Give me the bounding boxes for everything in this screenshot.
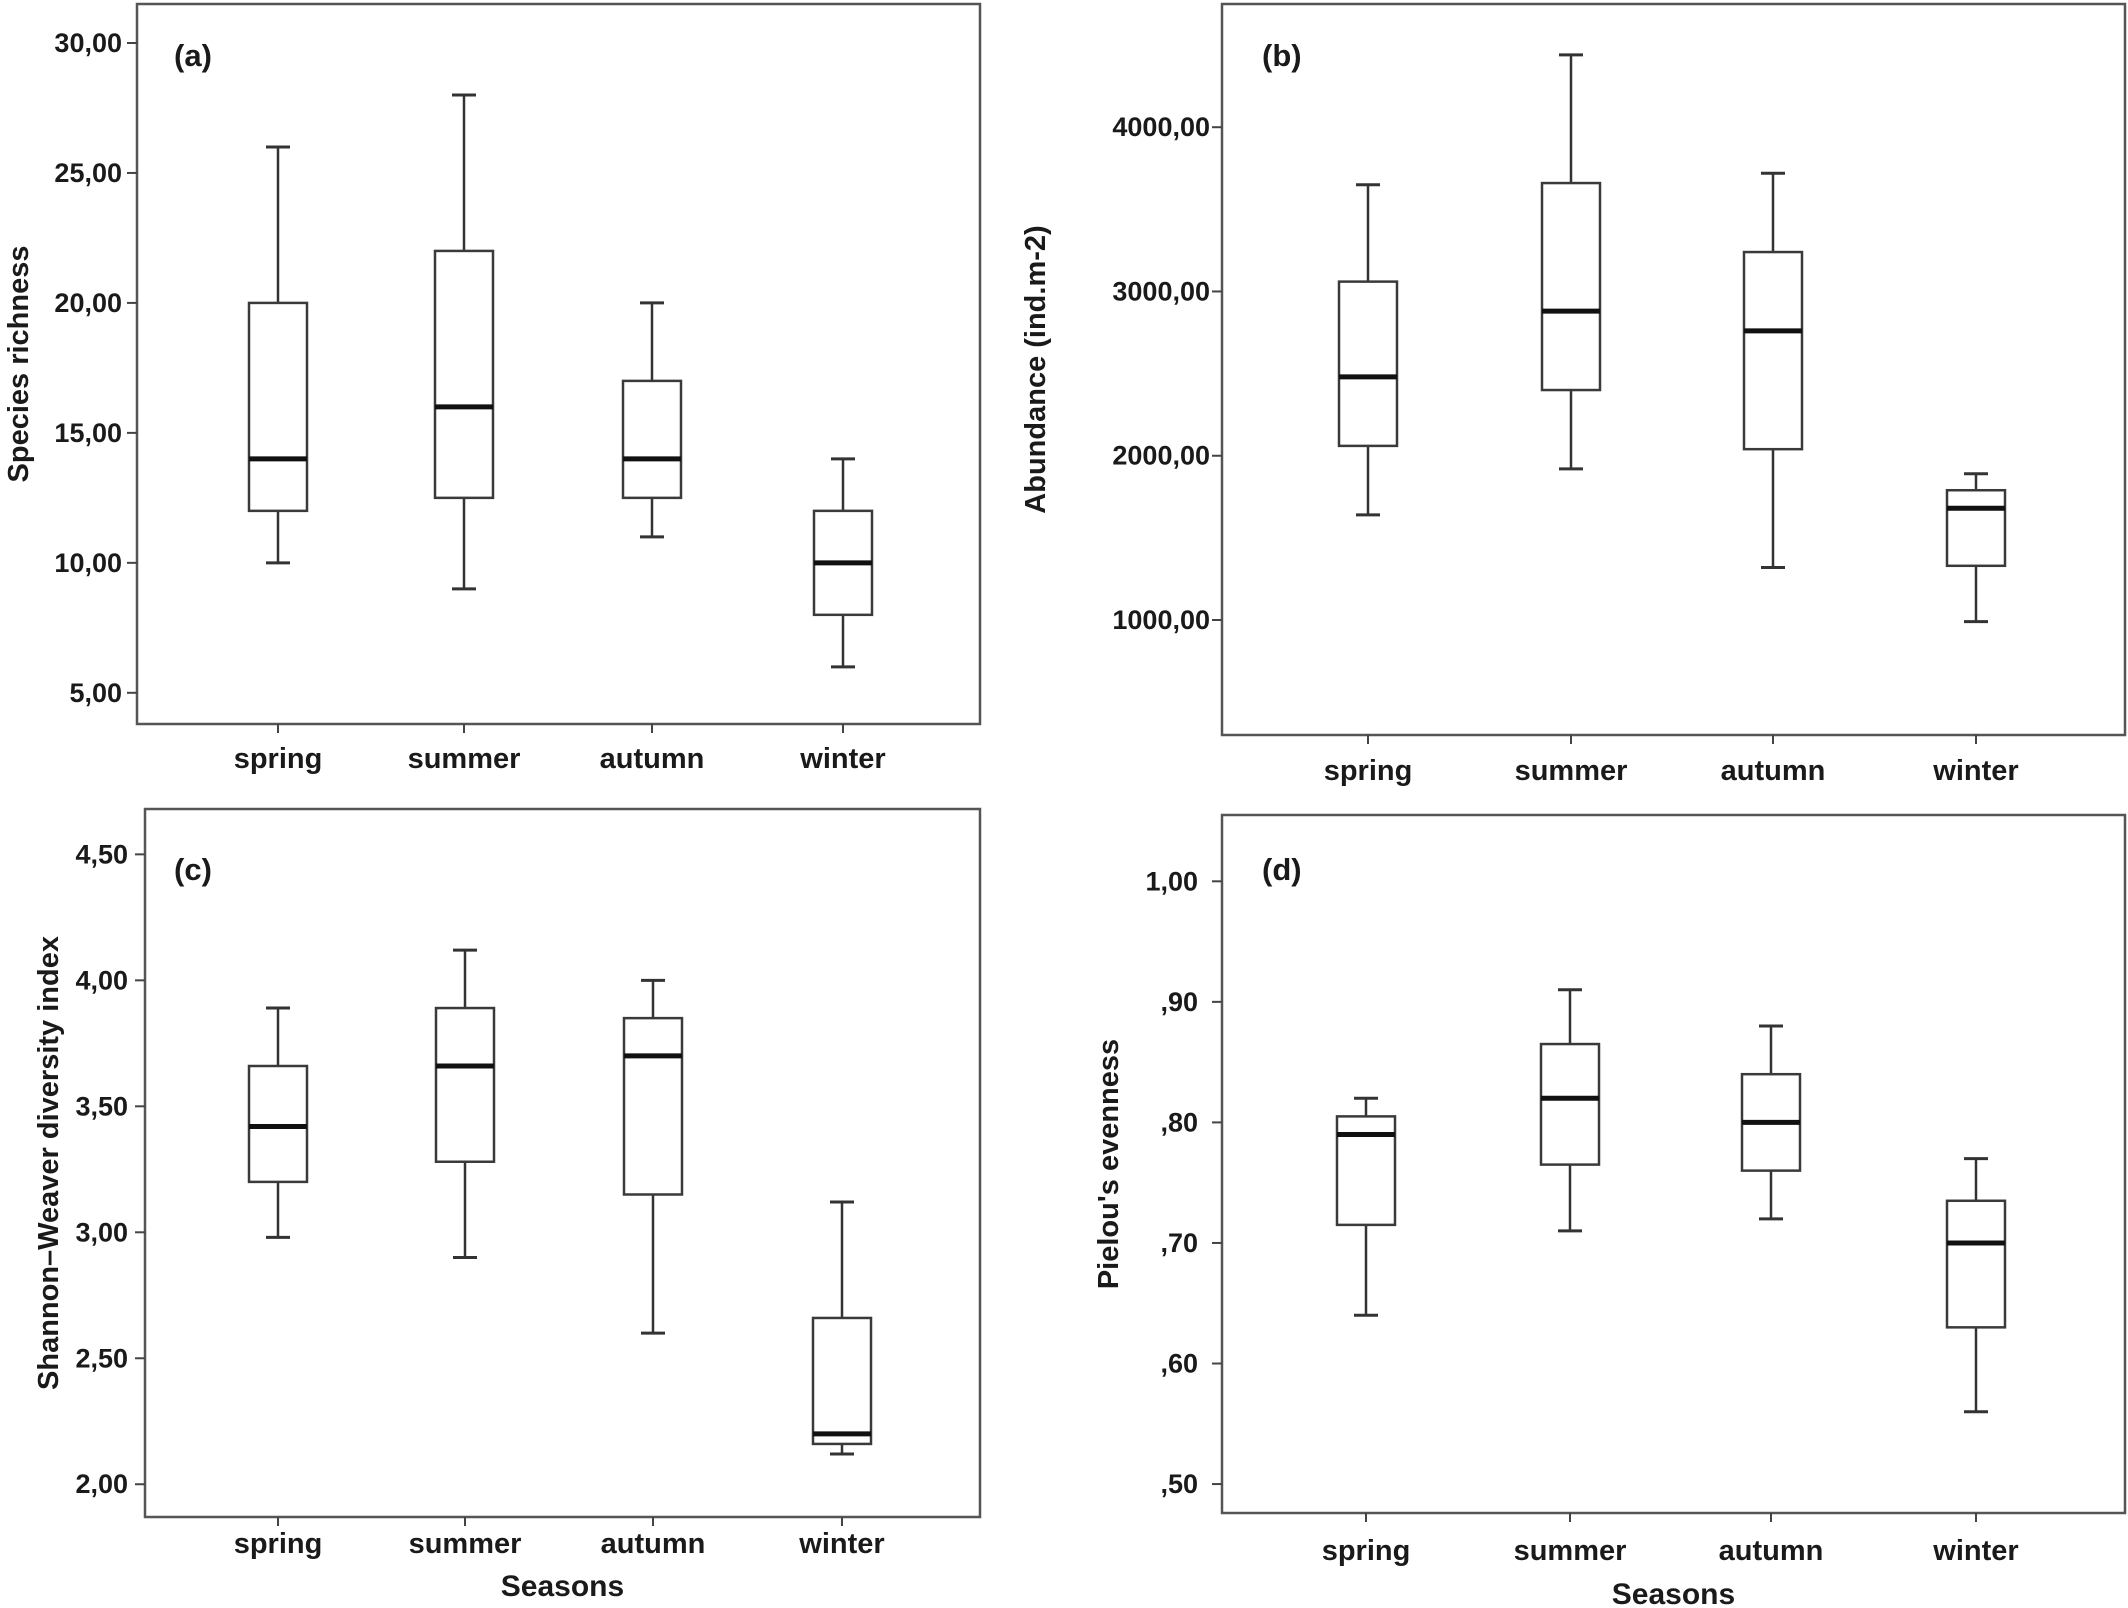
y-tick-label: ,50 bbox=[1160, 1469, 1198, 1499]
y-tick-label: ,60 bbox=[1160, 1349, 1198, 1379]
plot-frame bbox=[1220, 813, 2127, 1515]
y-tick-label: 30,00 bbox=[54, 28, 122, 58]
y-tick-label: 20,00 bbox=[54, 288, 122, 318]
y-axis-label: Pielou's evenness bbox=[1093, 1039, 1125, 1289]
plot-frame bbox=[1220, 2, 2127, 737]
y-axis-label: Shannon–Weaver diversity index bbox=[33, 936, 65, 1390]
iqr-box bbox=[1742, 250, 1804, 451]
box-spring bbox=[247, 145, 309, 565]
y-tick-label: ,90 bbox=[1160, 987, 1198, 1017]
y-tick-label: 25,00 bbox=[54, 158, 122, 188]
x-tick-label: winter bbox=[799, 743, 885, 775]
x-tick-label: spring bbox=[234, 1528, 323, 1560]
y-tick-label: 4,50 bbox=[75, 839, 128, 869]
iqr-box bbox=[622, 1016, 684, 1196]
y-axis-label: Species richness bbox=[3, 246, 35, 483]
y-tick-label: 10,00 bbox=[54, 548, 122, 578]
y-tick-label: 4000,00 bbox=[1112, 112, 1210, 142]
y-tick-label: 3,00 bbox=[75, 1217, 128, 1247]
iqr-box bbox=[1540, 181, 1602, 392]
panel-c: 2,00 2,50 3,00 3,50 4,00 4,50 spring summer autu… bbox=[33, 807, 982, 1603]
y-tick-label: 2,50 bbox=[75, 1343, 128, 1373]
box-autumn bbox=[1742, 171, 1804, 569]
iqr-box bbox=[1945, 488, 2007, 568]
y-tick-label: ,70 bbox=[1160, 1228, 1198, 1258]
x-tick-label: summer bbox=[408, 743, 521, 775]
x-tick-label: spring bbox=[1324, 755, 1413, 787]
x-tick-label: winter bbox=[1932, 1535, 2018, 1567]
box-spring bbox=[1337, 183, 1399, 517]
iqr-box bbox=[621, 379, 683, 500]
iqr-box bbox=[1539, 1042, 1601, 1166]
plot-frame bbox=[135, 2, 982, 726]
box-winter bbox=[1945, 472, 2007, 624]
panel-label: (a) bbox=[174, 38, 212, 73]
x-tick-label: spring bbox=[234, 743, 323, 775]
y-tick-label: 2,00 bbox=[75, 1469, 128, 1499]
box-spring bbox=[247, 1006, 309, 1239]
panel-a: 5,00 10,00 15,00 20,00 25,00 30,00 spring summe… bbox=[3, 2, 982, 775]
y-tick-label: 3,50 bbox=[75, 1091, 128, 1121]
x-tick-label: autumn bbox=[1721, 755, 1826, 787]
iqr-box bbox=[811, 1316, 873, 1446]
iqr-box bbox=[1337, 280, 1399, 448]
box-summer bbox=[1540, 53, 1602, 471]
x-tick-label: summer bbox=[1515, 755, 1628, 787]
box-winter bbox=[1945, 1157, 2007, 1414]
y-tick-label: 5,00 bbox=[69, 678, 122, 708]
box-autumn bbox=[621, 301, 683, 539]
panel-b: 1000,00 2000,00 3000,00 4000,00 spring summer… bbox=[1020, 2, 2127, 787]
y-tick-label: 4,00 bbox=[75, 965, 128, 995]
iqr-box bbox=[247, 301, 309, 513]
panel-label: (d) bbox=[1262, 852, 1302, 887]
box-winter bbox=[812, 457, 874, 669]
panel-label: (c) bbox=[174, 852, 212, 887]
y-tick-label: ,80 bbox=[1160, 1107, 1198, 1137]
box-summer bbox=[433, 93, 495, 591]
iqr-box bbox=[433, 249, 495, 500]
y-axis-label: Abundance (ind.m-2) bbox=[1020, 225, 1052, 513]
x-tick-label: autumn bbox=[1719, 1535, 1824, 1567]
box-summer bbox=[1539, 988, 1601, 1233]
x-tick-label: autumn bbox=[601, 1528, 706, 1560]
x-tick-label: summer bbox=[409, 1528, 522, 1560]
x-axis-label: Seasons bbox=[501, 1570, 624, 1603]
y-tick-label: 1,00 bbox=[1145, 866, 1198, 896]
y-tick-label: 3000,00 bbox=[1112, 276, 1210, 306]
x-axis-label: Seasons bbox=[1612, 1578, 1735, 1608]
box-spring bbox=[1335, 1096, 1397, 1317]
x-tick-label: spring bbox=[1322, 1535, 1411, 1567]
x-tick-label: winter bbox=[798, 1528, 884, 1560]
y-tick-label: 1000,00 bbox=[1112, 605, 1210, 635]
panel-d: ,50 ,60 ,70 ,80 ,90 1,00 spring summer autumn win… bbox=[1093, 813, 2127, 1608]
iqr-box bbox=[434, 1006, 496, 1163]
panel-label: (b) bbox=[1262, 38, 1302, 73]
iqr-box bbox=[247, 1064, 309, 1184]
x-tick-label: summer bbox=[1514, 1535, 1627, 1567]
x-tick-label: winter bbox=[1932, 755, 2018, 787]
box-autumn bbox=[1740, 1024, 1802, 1221]
box-summer bbox=[434, 948, 496, 1259]
box-autumn bbox=[622, 978, 684, 1335]
plot-frame bbox=[143, 807, 982, 1519]
y-tick-label: 2000,00 bbox=[1112, 441, 1210, 471]
box-winter bbox=[811, 1200, 873, 1456]
x-tick-label: autumn bbox=[600, 743, 705, 775]
y-tick-label: 15,00 bbox=[54, 418, 122, 448]
iqr-box bbox=[1945, 1199, 2007, 1329]
